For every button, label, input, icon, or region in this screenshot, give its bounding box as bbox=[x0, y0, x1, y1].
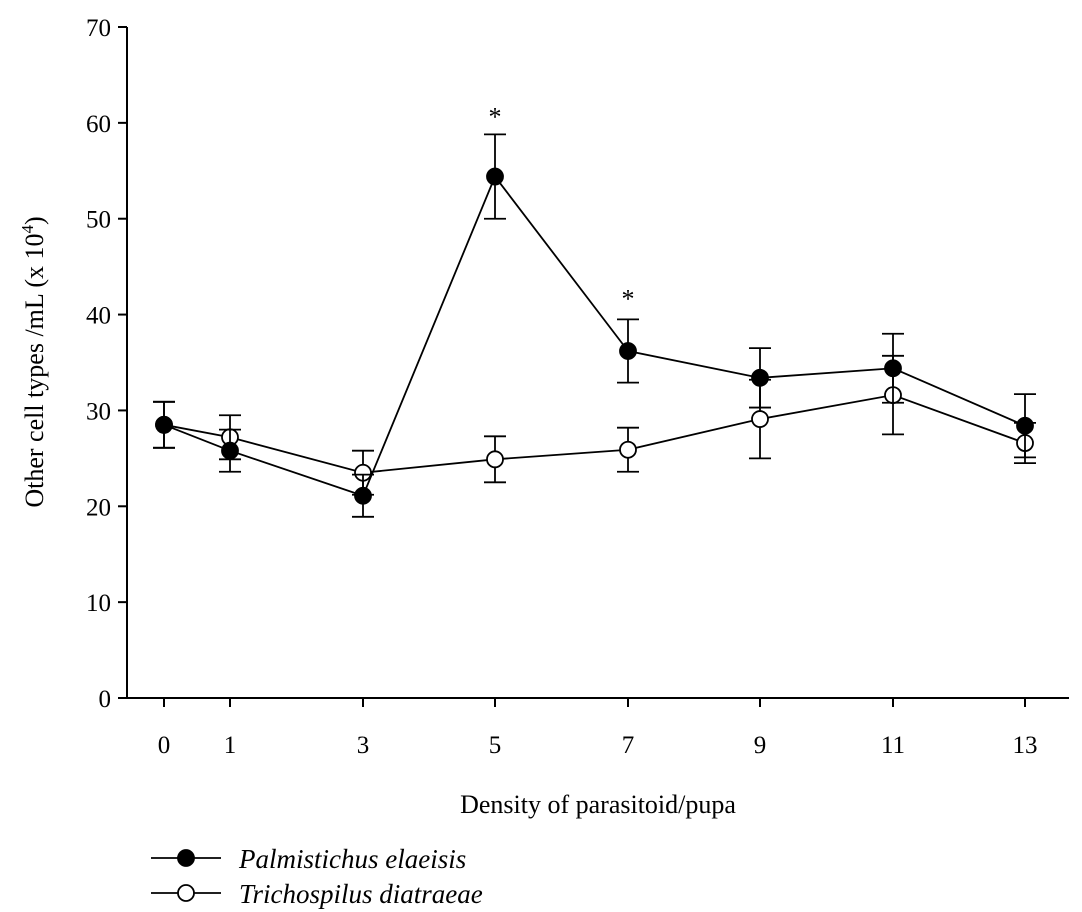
series-2 bbox=[153, 354, 1036, 496]
x-tick-label: 7 bbox=[622, 732, 635, 759]
y-tick-label: 10 bbox=[86, 590, 111, 617]
y-tick-label: 40 bbox=[86, 303, 111, 330]
data-point bbox=[1016, 416, 1034, 435]
y-ticks: 0 10 20 30 40 50 60 70 bbox=[86, 15, 127, 713]
legend-marker bbox=[177, 849, 195, 867]
x-tick-label: 9 bbox=[754, 732, 767, 759]
series-line bbox=[163, 174, 1026, 497]
y-tick-label: 50 bbox=[86, 207, 111, 234]
x-tick-label: 0 bbox=[158, 732, 171, 759]
y-tick-label: 20 bbox=[86, 494, 111, 521]
x-tick-label: 5 bbox=[489, 732, 502, 759]
data-point bbox=[486, 167, 504, 186]
y-tick-label: 0 bbox=[99, 686, 112, 713]
data-point bbox=[486, 450, 504, 469]
x-ticks: 0 1 3 5 7 9 11 13 bbox=[158, 698, 1038, 759]
significance-asterisk: * bbox=[489, 102, 502, 131]
y-axis-title-sup: 4 bbox=[18, 225, 37, 234]
y-tick-label: 30 bbox=[86, 398, 111, 425]
significance-asterisk: * bbox=[622, 284, 635, 313]
series-layer bbox=[153, 133, 1036, 518]
data-point bbox=[884, 359, 902, 378]
y-axis-title-main: Other cell types /mL (x 10 bbox=[20, 234, 49, 508]
data-point bbox=[354, 486, 372, 505]
y-axis-title-close: ) bbox=[20, 216, 49, 225]
data-point bbox=[751, 410, 769, 428]
x-axis-title: Density of parasitoid/pupa bbox=[460, 790, 736, 819]
x-tick-label: 13 bbox=[1013, 732, 1038, 759]
data-point bbox=[619, 440, 637, 459]
legend-label: Palmistichus elaeisis bbox=[238, 844, 466, 874]
series-line bbox=[163, 394, 1026, 474]
y-axis-title: Other cell types /mL (x 104) bbox=[18, 216, 49, 507]
series-1 bbox=[153, 133, 1036, 518]
axes bbox=[126, 27, 1069, 699]
data-point bbox=[221, 441, 239, 460]
legend: Palmistichus elaeisis Trichospilus diatra… bbox=[151, 844, 483, 909]
legend-marker bbox=[177, 884, 195, 902]
annotations: ** bbox=[489, 102, 635, 313]
legend-label: Trichospilus diatraeae bbox=[239, 879, 483, 909]
data-point bbox=[619, 342, 637, 360]
data-point bbox=[751, 368, 769, 387]
x-tick-label: 1 bbox=[224, 732, 237, 759]
y-tick-label: 60 bbox=[86, 111, 111, 138]
x-tick-label: 11 bbox=[881, 732, 905, 759]
x-tick-label: 3 bbox=[357, 732, 370, 759]
y-tick-label: 70 bbox=[86, 15, 111, 42]
data-point bbox=[155, 415, 173, 434]
